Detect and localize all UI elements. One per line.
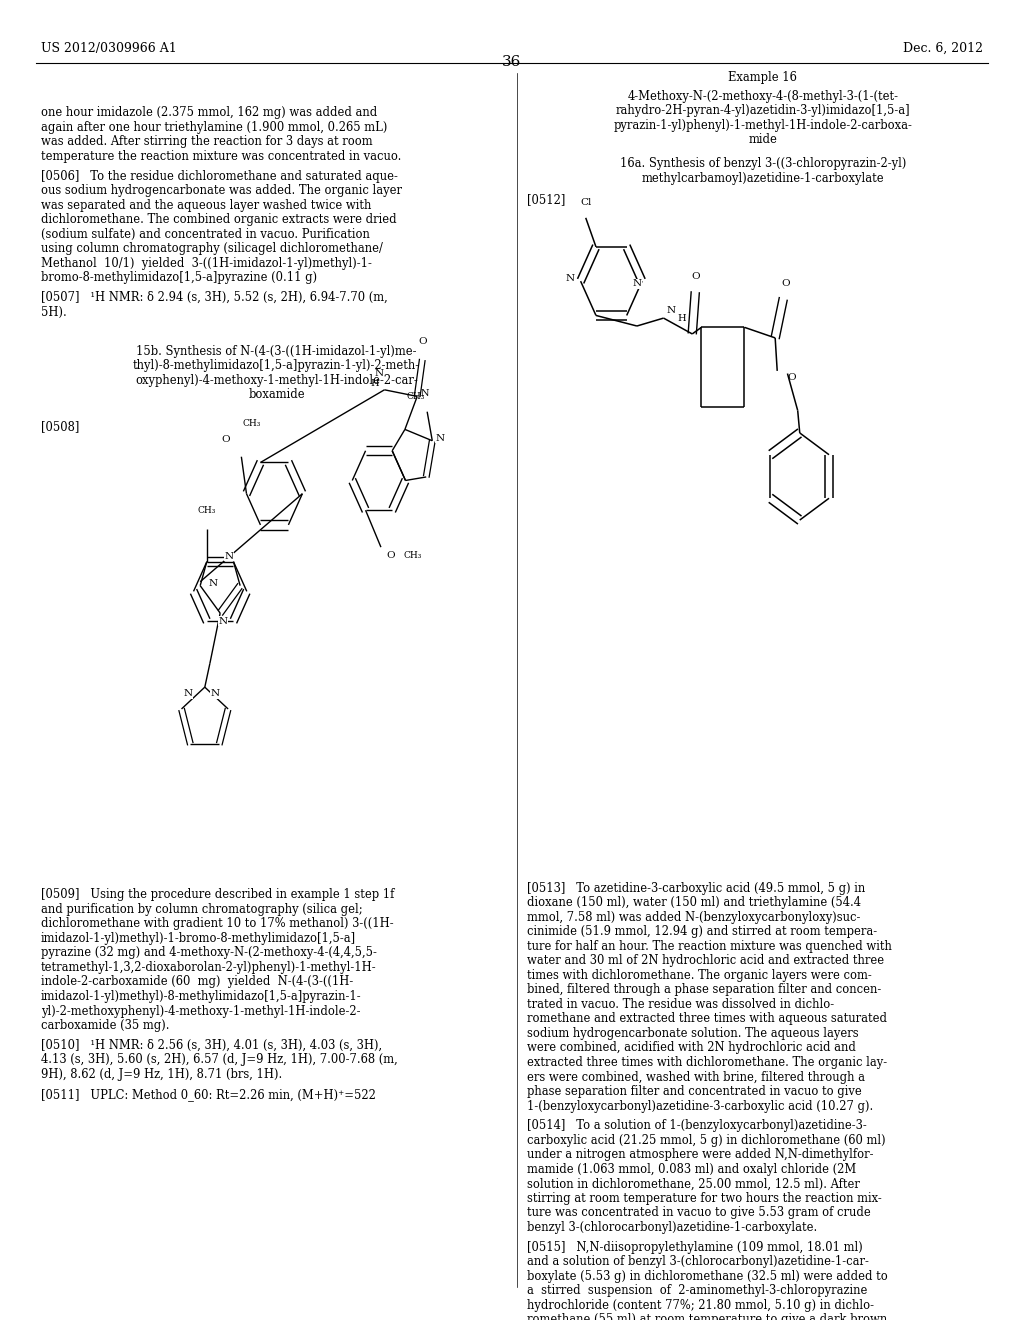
Text: Example 16: Example 16: [728, 71, 798, 84]
Text: carboxamide (35 mg).: carboxamide (35 mg).: [41, 1019, 169, 1032]
Text: cinimide (51.9 mmol, 12.94 g) and stirred at room tempera-: cinimide (51.9 mmol, 12.94 g) and stirre…: [527, 925, 878, 939]
Text: again after one hour triethylamine (1.900 mmol, 0.265 mL): again after one hour triethylamine (1.90…: [41, 121, 387, 133]
Text: 1-(benzyloxycarbonyl)azetidine-3-carboxylic acid (10.27 g).: 1-(benzyloxycarbonyl)azetidine-3-carboxy…: [527, 1100, 873, 1113]
Text: H: H: [371, 379, 379, 388]
Text: (sodium sulfate) and concentrated in vacuo. Purification: (sodium sulfate) and concentrated in vac…: [41, 227, 370, 240]
Text: times with dichloromethane. The organic layers were com-: times with dichloromethane. The organic …: [527, 969, 872, 982]
Text: phase separation filter and concentrated in vacuo to give: phase separation filter and concentrated…: [527, 1085, 862, 1098]
Text: [0506]   To the residue dichloromethane and saturated aque-: [0506] To the residue dichloromethane an…: [41, 169, 398, 182]
Text: and purification by column chromatography (silica gel;: and purification by column chromatograph…: [41, 903, 362, 916]
Text: [0512]: [0512]: [527, 193, 565, 206]
Text: H: H: [678, 314, 686, 322]
Text: N: N: [633, 280, 641, 288]
Text: oxyphenyl)-4-methoxy-1-methyl-1H-indole-2-car-: oxyphenyl)-4-methoxy-1-methyl-1H-indole-…: [135, 374, 418, 387]
Text: 15b. Synthesis of N-(4-(3-((1H-imidazol-1-yl)me-: 15b. Synthesis of N-(4-(3-((1H-imidazol-…: [136, 345, 417, 358]
Text: N: N: [209, 578, 217, 587]
Text: [0508]: [0508]: [41, 420, 79, 433]
Text: O: O: [787, 374, 796, 381]
Text: was added. After stirring the reaction for 3 days at room: was added. After stirring the reaction f…: [41, 135, 373, 148]
Text: N: N: [225, 552, 233, 561]
Text: tetramethyl-1,3,2-dioxaborolan-2-yl)phenyl)-1-methyl-1H-: tetramethyl-1,3,2-dioxaborolan-2-yl)phen…: [41, 961, 377, 974]
Text: ers were combined, washed with brine, filtered through a: ers were combined, washed with brine, fi…: [527, 1071, 865, 1084]
Text: [0510]   ¹H NMR: δ 2.56 (s, 3H), 4.01 (s, 3H), 4.03 (s, 3H),: [0510] ¹H NMR: δ 2.56 (s, 3H), 4.01 (s, …: [41, 1039, 382, 1052]
Text: O: O: [386, 550, 394, 560]
Text: extracted three times with dichloromethane. The organic lay-: extracted three times with dichlorometha…: [527, 1056, 888, 1069]
Text: was separated and the aqueous layer washed twice with: was separated and the aqueous layer wash…: [41, 198, 372, 211]
Text: under a nitrogen atmosphere were added N,N-dimethylfor-: under a nitrogen atmosphere were added N…: [527, 1148, 873, 1162]
Text: N: N: [435, 433, 444, 442]
Text: mide: mide: [749, 133, 777, 147]
Text: O: O: [781, 279, 790, 288]
Text: N: N: [421, 389, 429, 399]
Text: 5H).: 5H).: [41, 306, 67, 318]
Text: hydrochloride (content 77%; 21.80 mmol, 5.10 g) in dichlo-: hydrochloride (content 77%; 21.80 mmol, …: [527, 1299, 874, 1312]
Text: N: N: [183, 689, 193, 698]
Text: stirring at room temperature for two hours the reaction mix-: stirring at room temperature for two hou…: [527, 1192, 882, 1205]
Text: N: N: [667, 306, 676, 314]
Text: mamide (1.063 mmol, 0.083 ml) and oxalyl chloride (2M: mamide (1.063 mmol, 0.083 ml) and oxalyl…: [527, 1163, 857, 1176]
Text: CH₃: CH₃: [243, 418, 261, 428]
Text: N: N: [211, 689, 220, 698]
Text: ture was concentrated in vacuo to give 5.53 gram of crude: ture was concentrated in vacuo to give 5…: [527, 1206, 871, 1220]
Text: trated in vacuo. The residue was dissolved in dichlo-: trated in vacuo. The residue was dissolv…: [527, 998, 835, 1011]
Text: romethane and extracted three times with aqueous saturated: romethane and extracted three times with…: [527, 1012, 888, 1026]
Text: were combined, acidified with 2N hydrochloric acid and: were combined, acidified with 2N hydroch…: [527, 1041, 856, 1055]
Text: CH₃: CH₃: [198, 507, 216, 515]
Text: using column chromatography (silicagel dichloromethane/: using column chromatography (silicagel d…: [41, 243, 383, 255]
Text: 4.13 (s, 3H), 5.60 (s, 2H), 6.57 (d, J=9 Hz, 1H), 7.00-7.68 (m,: 4.13 (s, 3H), 5.60 (s, 2H), 6.57 (d, J=9…: [41, 1053, 397, 1067]
Text: dichloromethane. The combined organic extracts were dried: dichloromethane. The combined organic ex…: [41, 214, 396, 226]
Text: [0511]   UPLC: Method 0_60: Rt=2.26 min, (M+H)⁺=522: [0511] UPLC: Method 0_60: Rt=2.26 min, (…: [41, 1088, 376, 1101]
Text: CH₃: CH₃: [407, 392, 425, 401]
Text: imidazol-1-yl)methyl)-1-bromo-8-methylimidazo[1,5-a]: imidazol-1-yl)methyl)-1-bromo-8-methylim…: [41, 932, 356, 945]
Text: water and 30 ml of 2N hydrochloric acid and extracted three: water and 30 ml of 2N hydrochloric acid …: [527, 954, 885, 968]
Text: dichloromethane with gradient 10 to 17% methanol) 3-((1H-: dichloromethane with gradient 10 to 17% …: [41, 917, 393, 931]
Text: romethane (55 ml) at room temperature to give a dark brown: romethane (55 ml) at room temperature to…: [527, 1313, 888, 1320]
Text: N: N: [375, 370, 384, 379]
Text: imidazol-1-yl)methyl)-8-methylimidazo[1,5-a]pyrazin-1-: imidazol-1-yl)methyl)-8-methylimidazo[1,…: [41, 990, 361, 1003]
Text: boxylate (5.53 g) in dichloromethane (32.5 ml) were added to: boxylate (5.53 g) in dichloromethane (32…: [527, 1270, 888, 1283]
Text: sodium hydrogencarbonate solution. The aqueous layers: sodium hydrogencarbonate solution. The a…: [527, 1027, 859, 1040]
Text: O: O: [418, 337, 427, 346]
Text: temperature the reaction mixture was concentrated in vacuo.: temperature the reaction mixture was con…: [41, 150, 401, 162]
Text: dioxane (150 ml), water (150 ml) and triethylamine (54.4: dioxane (150 ml), water (150 ml) and tri…: [527, 896, 861, 909]
Text: rahydro-2H-pyran-4-yl)azetidin-3-yl)imidazo[1,5-a]: rahydro-2H-pyran-4-yl)azetidin-3-yl)imid…: [615, 104, 910, 117]
Text: carboxylic acid (21.25 mmol, 5 g) in dichloromethane (60 ml): carboxylic acid (21.25 mmol, 5 g) in dic…: [527, 1134, 886, 1147]
Text: Methanol  10/1)  yielded  3-((1H-imidazol-1-yl)methyl)-1-: Methanol 10/1) yielded 3-((1H-imidazol-1…: [41, 256, 372, 269]
Text: Dec. 6, 2012: Dec. 6, 2012: [903, 42, 983, 55]
Text: yl)-2-methoxyphenyl)-4-methoxy-1-methyl-1H-indole-2-: yl)-2-methoxyphenyl)-4-methoxy-1-methyl-…: [41, 1005, 360, 1018]
Text: 16a. Synthesis of benzyl 3-((3-chloropyrazin-2-yl): 16a. Synthesis of benzyl 3-((3-chloropyr…: [620, 157, 906, 170]
Text: and a solution of benzyl 3-(chlorocarbonyl)azetidine-1-car-: and a solution of benzyl 3-(chlorocarbon…: [527, 1255, 869, 1269]
Text: Cl: Cl: [580, 198, 592, 207]
Text: N: N: [219, 616, 227, 626]
Text: indole-2-carboxamide (60  mg)  yielded  N-(4-(3-((1H-: indole-2-carboxamide (60 mg) yielded N-(…: [41, 975, 353, 989]
Text: 9H), 8.62 (d, J=9 Hz, 1H), 8.71 (brs, 1H).: 9H), 8.62 (d, J=9 Hz, 1H), 8.71 (brs, 1H…: [41, 1068, 283, 1081]
Text: pyrazine (32 mg) and 4-methoxy-N-(2-methoxy-4-(4,4,5,5-: pyrazine (32 mg) and 4-methoxy-N-(2-meth…: [41, 946, 377, 960]
Text: CH₃: CH₃: [403, 550, 422, 560]
Text: mmol, 7.58 ml) was added N-(benzyloxycarbonyloxy)suc-: mmol, 7.58 ml) was added N-(benzyloxycar…: [527, 911, 861, 924]
Text: 4-Methoxy-N-(2-methoxy-4-(8-methyl-3-(1-(tet-: 4-Methoxy-N-(2-methoxy-4-(8-methyl-3-(1-…: [628, 90, 898, 103]
Text: a  stirred  suspension  of  2-aminomethyl-3-chloropyrazine: a stirred suspension of 2-aminomethyl-3-…: [527, 1284, 867, 1298]
Text: [0509]   Using the procedure described in example 1 step 1f: [0509] Using the procedure described in …: [41, 888, 394, 902]
Text: N: N: [566, 275, 574, 282]
Text: ous sodium hydrogencarbonate was added. The organic layer: ous sodium hydrogencarbonate was added. …: [41, 183, 402, 197]
Text: O: O: [221, 434, 230, 444]
Text: pyrazin-1-yl)phenyl)-1-methyl-1H-indole-2-carboxa-: pyrazin-1-yl)phenyl)-1-methyl-1H-indole-…: [613, 119, 912, 132]
Text: solution in dichloromethane, 25.00 mmol, 12.5 ml). After: solution in dichloromethane, 25.00 mmol,…: [527, 1177, 860, 1191]
Text: US 2012/0309966 A1: US 2012/0309966 A1: [41, 42, 177, 55]
Text: [0514]   To a solution of 1-(benzyloxycarbonyl)azetidine-3-: [0514] To a solution of 1-(benzyloxycarb…: [527, 1119, 867, 1133]
Text: boxamide: boxamide: [248, 388, 305, 401]
Text: [0513]   To azetidine-3-carboxylic acid (49.5 mmol, 5 g) in: [0513] To azetidine-3-carboxylic acid (4…: [527, 882, 865, 895]
Text: [0507]   ¹H NMR: δ 2.94 (s, 3H), 5.52 (s, 2H), 6.94-7.70 (m,: [0507] ¹H NMR: δ 2.94 (s, 3H), 5.52 (s, …: [41, 290, 388, 304]
Text: bromo-8-methylimidazo[1,5-a]pyrazine (0.11 g): bromo-8-methylimidazo[1,5-a]pyrazine (0.…: [41, 272, 317, 284]
Text: methylcarbamoyl)azetidine-1-carboxylate: methylcarbamoyl)azetidine-1-carboxylate: [642, 172, 884, 185]
Text: one hour imidazole (2.375 mmol, 162 mg) was added and: one hour imidazole (2.375 mmol, 162 mg) …: [41, 107, 377, 119]
Text: thyl)-8-methylimidazo[1,5-a]pyrazin-1-yl)-2-meth-: thyl)-8-methylimidazo[1,5-a]pyrazin-1-yl…: [133, 359, 420, 372]
Text: benzyl 3-(chlorocarbonyl)azetidine-1-carboxylate.: benzyl 3-(chlorocarbonyl)azetidine-1-car…: [527, 1221, 817, 1234]
Text: ture for half an hour. The reaction mixture was quenched with: ture for half an hour. The reaction mixt…: [527, 940, 892, 953]
Text: O: O: [691, 272, 699, 281]
Text: [0515]   N,N-diisopropylethylamine (109 mmol, 18.01 ml): [0515] N,N-diisopropylethylamine (109 mm…: [527, 1241, 863, 1254]
Text: 36: 36: [503, 55, 521, 70]
Text: bined, filtered through a phase separation filter and concen-: bined, filtered through a phase separati…: [527, 983, 882, 997]
